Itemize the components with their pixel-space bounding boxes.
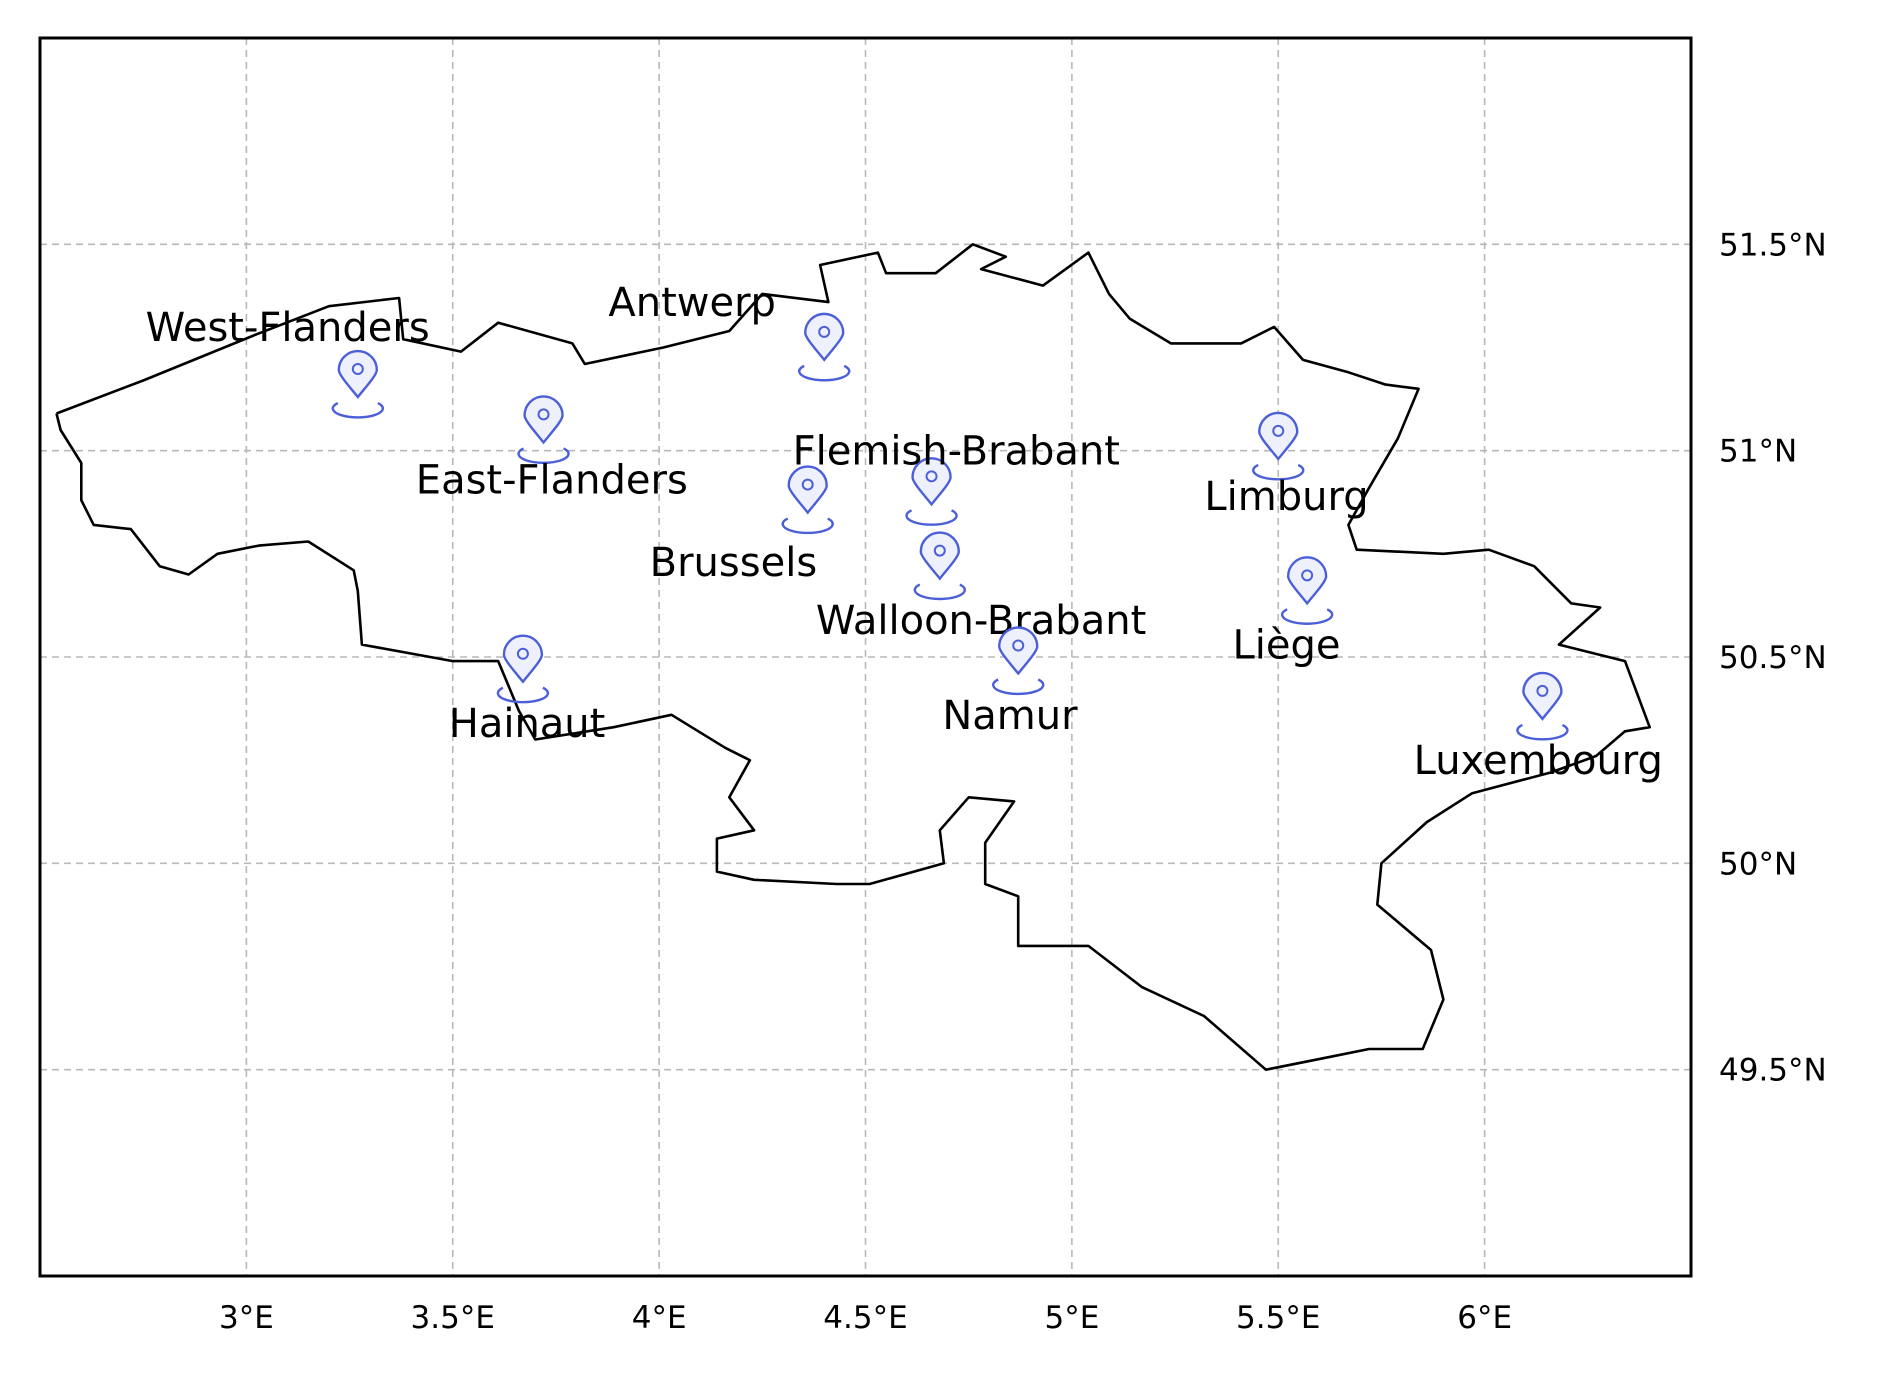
- longitude-tick-label: 5.5°E: [1236, 1300, 1320, 1336]
- pin-base-ring: [1516, 723, 1569, 741]
- province-label: Flemish-Brabant: [793, 429, 1120, 475]
- pin-base-ring: [913, 583, 966, 601]
- pin-center-dot: [1272, 424, 1285, 437]
- latitude-tick-label: 51.5°N: [1719, 227, 1827, 263]
- province-marker[interactable]: Namur: [942, 626, 1078, 739]
- pin-center-dot: [1536, 684, 1549, 697]
- pin-base-ring: [905, 509, 958, 526]
- pin-center-dot: [351, 363, 364, 376]
- province-label: Limburg: [1204, 474, 1368, 520]
- pin-base-ring: [1252, 463, 1305, 481]
- province-label: West-Flanders: [146, 305, 430, 351]
- map-frame: [38, 36, 1693, 1278]
- longitude-tick-label: 6°E: [1457, 1300, 1512, 1336]
- pin-base-ring: [517, 447, 570, 464]
- pin-center-dot: [925, 470, 938, 483]
- pin-base-ring: [1280, 608, 1334, 625]
- province-marker[interactable]: Luxembourg: [1414, 671, 1663, 784]
- province-label: Brussels: [650, 540, 817, 586]
- province-label: Walloon-Brabant: [816, 598, 1146, 644]
- province-label: East-Flanders: [416, 458, 688, 504]
- province-marker[interactable]: Hainaut: [449, 634, 606, 747]
- longitude-tick-label: 5°E: [1044, 1300, 1099, 1336]
- longitude-tick-label: 4.5°E: [823, 1300, 907, 1336]
- province-marker[interactable]: Walloon-Brabant: [816, 531, 1146, 644]
- belgium-border-outline: [55, 243, 1651, 1071]
- latitude-tick-labels: 49.5°N 50°N 50.5°N 51°N 51.5°N: [1719, 227, 1827, 1088]
- longitude-tick-labels: 3°E 3.5°E 4°E 4.5°E 5°E 5.5°E 6°E: [219, 1300, 1512, 1336]
- longitude-tick-label: 3°E: [219, 1300, 274, 1336]
- latitude-tick-label: 49.5°N: [1719, 1053, 1827, 1089]
- province-marker[interactable]: Limburg: [1204, 411, 1369, 520]
- latitude-tick-label: 50°N: [1719, 846, 1797, 882]
- pin-center-dot: [1012, 639, 1025, 652]
- province-marker[interactable]: Liège: [1232, 556, 1341, 669]
- pin-base-ring: [992, 678, 1045, 696]
- pin-center-dot: [516, 647, 529, 660]
- province-markers: West-Flanders Antwerp East-Flanders Flemish…: [146, 280, 1663, 784]
- longitude-tick-label: 4°E: [632, 1300, 687, 1336]
- pin-center-dot: [933, 544, 946, 557]
- pin-center-dot: [801, 478, 814, 491]
- province-label: Liège: [1232, 623, 1340, 669]
- graticule: [40, 38, 1691, 1276]
- country-border: [55, 243, 1651, 1071]
- province-label: Namur: [942, 693, 1078, 739]
- pin-center-dot: [1301, 569, 1314, 582]
- province-marker[interactable]: East-Flanders: [416, 395, 688, 504]
- province-label: Antwerp: [608, 280, 776, 326]
- pin-base-ring: [781, 517, 834, 535]
- pin-center-dot: [537, 408, 550, 421]
- pin-base-ring: [496, 686, 550, 704]
- pin-base-ring: [798, 364, 851, 382]
- province-marker[interactable]: Flemish-Brabant: [793, 429, 1120, 526]
- pin-center-dot: [818, 325, 831, 338]
- province-label: Hainaut: [449, 701, 606, 747]
- province-marker[interactable]: West-Flanders: [146, 305, 430, 419]
- province-marker[interactable]: Antwerp: [608, 280, 851, 382]
- latitude-tick-label: 51°N: [1719, 434, 1797, 470]
- province-marker[interactable]: Brussels: [650, 465, 834, 587]
- longitude-tick-label: 3.5°E: [411, 1300, 495, 1336]
- pin-base-ring: [331, 401, 384, 419]
- latitude-tick-label: 50.5°N: [1719, 640, 1827, 676]
- province-label: Luxembourg: [1414, 738, 1663, 784]
